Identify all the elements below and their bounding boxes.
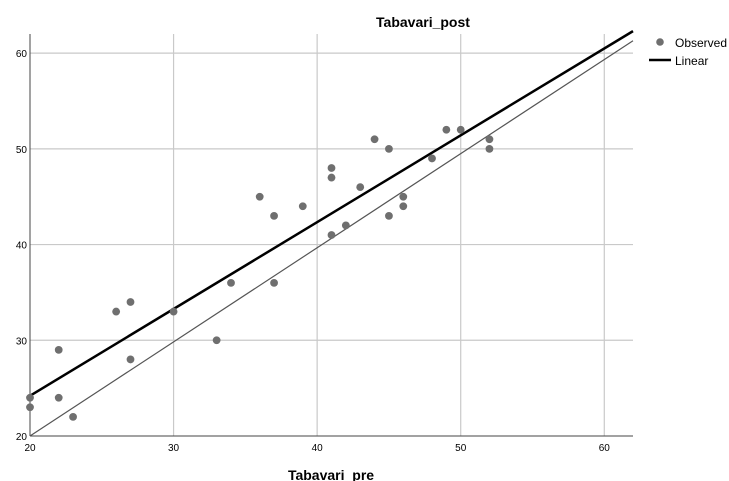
x-tick-label: 60 <box>599 443 611 454</box>
y-tick-label: 30 <box>16 336 28 347</box>
legend: Observed Linear <box>649 36 727 68</box>
data-point <box>26 393 34 402</box>
chart-title: Tabavari_post <box>376 14 470 30</box>
data-point <box>485 144 494 153</box>
y-tick-label: 40 <box>16 241 28 252</box>
data-point <box>399 202 408 211</box>
linear-fit-line <box>29 30 634 397</box>
data-point <box>255 192 264 201</box>
legend-observed-marker <box>656 38 664 46</box>
data-point <box>442 125 451 134</box>
data-point <box>385 144 393 153</box>
data-point <box>327 164 336 172</box>
data-point <box>456 125 465 134</box>
axes <box>29 34 633 437</box>
data-point <box>327 231 336 239</box>
data-point <box>270 211 278 220</box>
tick-labels: 20 30 40 50 60 20 30 40 50 60 <box>16 49 610 454</box>
data-point <box>356 183 365 192</box>
legend-linear-label: Linear <box>675 54 708 68</box>
data-point <box>54 345 63 354</box>
data-point <box>126 355 135 364</box>
data-point <box>298 202 307 211</box>
x-tick-label: 40 <box>312 443 324 454</box>
legend-observed-label: Observed <box>675 36 727 50</box>
data-point <box>428 154 436 163</box>
x-tick-label: 50 <box>455 443 467 454</box>
data-point <box>341 221 350 230</box>
data-point <box>227 278 235 287</box>
data-point <box>370 135 379 144</box>
data-point <box>26 403 34 412</box>
data-point <box>327 173 336 182</box>
data-point <box>270 278 278 287</box>
y-tick-label: 20 <box>16 432 28 443</box>
data-point <box>212 336 221 345</box>
grid-lines <box>30 34 633 436</box>
x-tick-label: 20 <box>24 443 36 454</box>
data-point <box>485 135 494 144</box>
data-point <box>54 393 63 402</box>
data-point <box>69 412 77 421</box>
data-point <box>112 307 121 316</box>
x-tick-label: 30 <box>168 443 180 454</box>
data-point <box>399 192 408 201</box>
data-point <box>169 307 178 316</box>
observed-points <box>26 125 494 421</box>
data-point <box>385 211 393 220</box>
y-tick-label: 50 <box>16 145 28 156</box>
data-point <box>126 298 135 306</box>
y-tick-label: 60 <box>16 49 28 60</box>
x-axis-title: Tabavari_pre <box>288 467 374 481</box>
